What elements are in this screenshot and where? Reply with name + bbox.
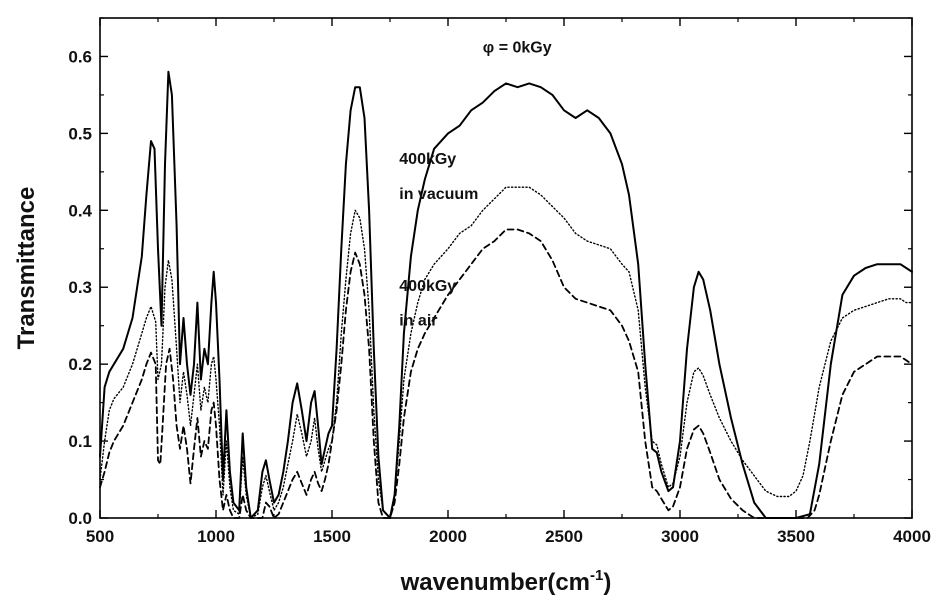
y-tick-label: 0.1 xyxy=(68,432,92,451)
x-tick-label: 3500 xyxy=(777,527,815,546)
x-tick-label: 2500 xyxy=(545,527,583,546)
annotation-label: φ = 0kGy xyxy=(483,40,552,57)
x-axis-title-close: ) xyxy=(603,569,611,596)
x-axis-title-main: wavenumber(cm xyxy=(400,569,590,596)
series-400kgy-vacuum-line xyxy=(99,186,913,519)
x-axis-title: wavenumber(cm-1) xyxy=(400,567,612,596)
annotation-label: 400kGy xyxy=(399,151,456,168)
series-400kgy-air-line xyxy=(99,228,913,519)
y-tick-label: 0.3 xyxy=(68,278,92,297)
y-tick-label: 0.5 xyxy=(68,124,92,143)
plot-lines xyxy=(99,70,913,519)
y-tick-label: 0.2 xyxy=(68,355,92,374)
y-axis-title: Transmittance xyxy=(13,187,40,350)
y-axis: 0.0 0.1 0.2 0.3 0.4 0.5 0.6 xyxy=(68,17,912,528)
annotation-label: in air xyxy=(399,313,437,330)
x-tick-label: 500 xyxy=(86,527,114,546)
x-tick-label: 4000 xyxy=(893,527,931,546)
x-axis: 500 1000 1500 2000 2500 3000 3500 4000 xyxy=(86,18,931,546)
series-0kgy-line xyxy=(99,70,913,519)
annotation-label: in vacuum xyxy=(399,186,478,203)
x-tick-label: 1000 xyxy=(197,527,235,546)
y-tick-label: 0.4 xyxy=(68,201,92,220)
x-tick-label: 1500 xyxy=(313,527,351,546)
annotations: φ = 0kGy 400kGy in vacuum 400kGy in air xyxy=(399,40,551,330)
x-axis-title-superscript: -1 xyxy=(590,567,603,584)
x-tick-label: 3000 xyxy=(661,527,699,546)
x-tick-label: 2000 xyxy=(429,527,467,546)
annotation-label: 400kGy xyxy=(399,278,456,295)
y-tick-label: 0.6 xyxy=(68,47,92,66)
y-tick-label: 0.0 xyxy=(68,509,92,528)
